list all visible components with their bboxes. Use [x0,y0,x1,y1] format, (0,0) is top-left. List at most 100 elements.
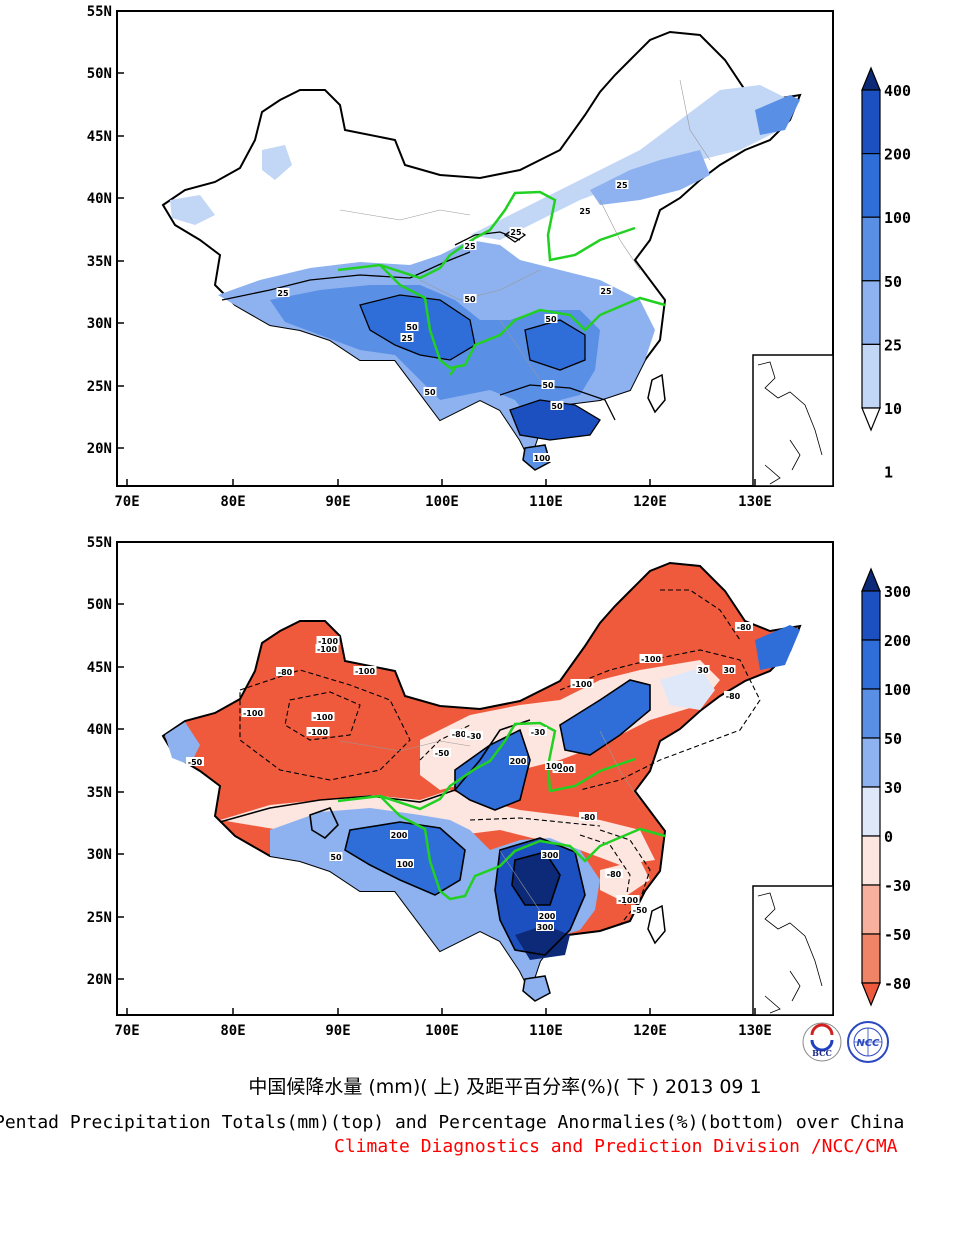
colorbar-label: 0 [884,828,893,846]
lon-tick-label: 100E [425,1023,459,1039]
contour-label: -30 [467,732,482,741]
top-precip-light-ne [470,85,790,240]
top-map-panel: 25 25 25 25 25 25 25 50 50 50 50 50 100 50 55N 50N 45N 4… [87,4,911,510]
lon-tick-label: 100E [425,494,459,510]
top-inset-coast [757,361,823,485]
contour-label: 25 [401,334,413,343]
lat-tick-label: 50N [87,597,112,613]
lon-tick-label: 70E [114,1023,139,1039]
top-contour-labels: 25 25 25 25 25 25 25 50 50 50 50 50 100 50 [276,180,629,463]
bottom-axis-ticks: 55N 50N 45N 40N 35N 30N 25N 20N 70E 80E 90E 100E 110… [87,535,772,1039]
colorbar-label: 200 [884,632,911,650]
contour-label: 50 [406,323,418,332]
colorbar-segment [861,786,881,837]
colorbar-bottom-arrow [861,982,881,1007]
contour-label: 50 [330,853,342,862]
lat-tick-label: 45N [87,129,112,145]
top-precip-fill [161,30,802,471]
lon-tick-label: 130E [738,1023,772,1039]
top-precip-light-ne2 [590,150,710,205]
bottom-blue-south-core2 [512,852,560,905]
top-precip-core-gd [510,400,600,440]
caption-english: Pentad Precipitation Totals(mm)(top) and… [0,1112,905,1133]
lon-tick-label: 130E [738,494,772,510]
lon-tick-label: 110E [529,1023,563,1039]
contour-label: -80 [737,623,752,632]
top-colorbar: 400 200 100 50 25 10 1 [861,66,911,482]
bottom-blue-loess [455,730,530,810]
lat-tick-label: 45N [87,660,112,676]
caption-organization: Climate Diagnostics and Prediction Divis… [334,1136,898,1157]
colorbar-segment [861,89,881,155]
bottom-inset-coast [757,892,823,1014]
caption-chinese: 中国候降水量 (mm)( 上) 及距平百分率(%)( 下 ) 2013 09 1 [248,1076,762,1098]
contour-label: -30 [531,728,546,737]
contour-label: 25 [600,287,612,296]
colorbar-segment [861,153,881,218]
colorbar-label: -50 [884,926,911,944]
colorbar-segment [861,280,881,345]
contour-label: 300 [542,851,559,860]
lat-tick-label: 55N [87,535,112,551]
colorbar-segment [861,639,881,690]
svg-text:NCC: NCC [856,1038,880,1049]
colorbar-label: 50 [884,730,902,748]
top-province-lines [339,79,711,381]
contour-label: 30 [697,666,709,675]
lat-tick-label: 30N [87,316,112,332]
contour-label: 200 [391,831,408,840]
top-precip-nw2 [170,195,215,225]
lon-tick-label: 80E [220,494,245,510]
contour-label: -100 [641,655,661,664]
bottom-hainan [522,975,551,1002]
colorbar-label: 25 [884,336,902,354]
colorbar-label: 200 [884,146,911,164]
contour-label: 25 [616,181,628,190]
lon-tick-label: 80E [220,1023,245,1039]
colorbar-label: 100 [884,681,911,699]
lat-tick-label: 40N [87,191,112,207]
bottom-south-china-sea-inset [752,885,834,1016]
colorbar-segment [861,835,881,886]
contour-label: 25 [277,289,289,298]
colorbar-segment [861,216,881,282]
bottom-blue-gd-core [515,925,570,960]
contour-label: 300 [537,923,554,932]
contour-label: -100 [355,667,375,676]
bottom-province-lines [339,730,641,912]
contour-label: -100 [554,765,574,774]
colorbar-label: 1 [884,464,893,482]
colorbar-label: 30 [884,779,902,797]
lat-tick-label: 35N [87,254,112,270]
contour-label: -100 [308,728,328,737]
bottom-contours-dashed [239,589,761,926]
lat-tick-label: 20N [87,441,112,457]
colorbar-segment [861,688,881,739]
colorbar-segment [861,590,881,641]
lon-tick-label: 120E [633,494,667,510]
lat-tick-label: 30N [87,847,112,863]
contour-label: -100 [243,709,263,718]
bottom-blue-ne [755,625,800,670]
top-precip-light-nw [262,145,292,180]
bottom-blue-west [165,722,200,765]
bottom-blue-north2 [660,668,715,710]
contour-label: -80 [452,730,467,739]
contour-label: -50 [188,758,203,767]
bottom-green-boundaries [337,721,666,901]
contour-label: -100 [572,680,592,689]
colorbar-label: -30 [884,877,911,895]
contour-label: 30 [723,666,735,675]
colorbar-bottom-arrow [861,407,881,432]
lat-tick-label: 25N [87,910,112,926]
contour-label: -100 [313,713,333,722]
contour-label: 200 [510,757,527,766]
colorbar-segment [861,884,881,935]
lat-tick-label: 50N [87,66,112,82]
top-green-boundaries [337,190,666,376]
contour-label: -80 [726,692,741,701]
lon-tick-label: 70E [114,494,139,510]
lon-tick-label: 110E [529,494,563,510]
colorbar-label: 10 [884,400,902,418]
